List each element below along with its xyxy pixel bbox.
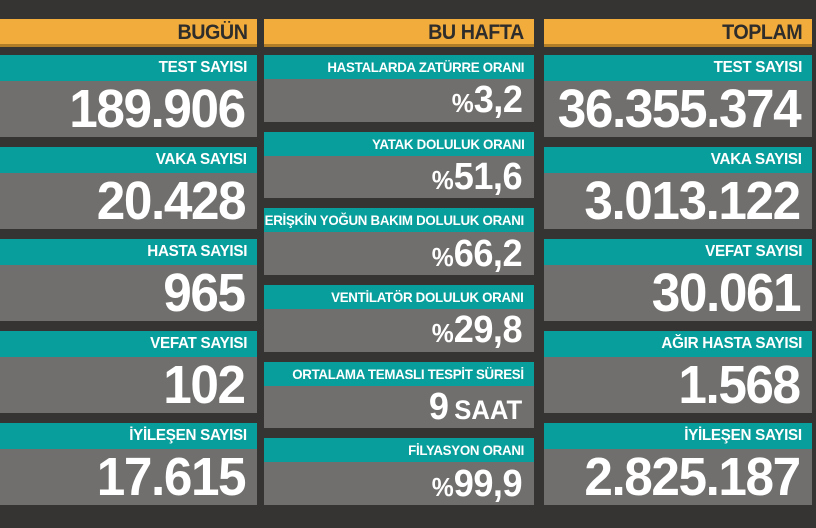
stat-label: YATAK DOLULUK ORANI bbox=[371, 135, 525, 152]
column-header-today: BUGÜN bbox=[0, 19, 257, 47]
stat-value: 20.428 bbox=[96, 171, 247, 231]
stat-block: ORTALAMA TEMASLI TESPİT SÜRESİ 9 SAAT bbox=[264, 361, 534, 429]
stat-value-bar: 30.061 bbox=[544, 265, 812, 321]
stat-block: VAKA SAYISI 20.428 bbox=[0, 147, 257, 229]
week-blocks: HASTALARDA ZATÜRRE ORANI %3,2 YATAK DOLU… bbox=[264, 55, 534, 506]
stat-label: ERİŞKİN YOĞUN BAKIM DOLULUK ORANI bbox=[264, 212, 525, 229]
stat-value-bar: 20.428 bbox=[0, 173, 257, 229]
stat-label-bar: İYİLEŞEN SAYISI bbox=[0, 423, 257, 449]
percent-sign: % bbox=[451, 88, 474, 119]
stat-value-bar: %51,6 bbox=[264, 155, 534, 199]
stat-label: HASTALARDA ZATÜRRE ORANI bbox=[327, 59, 524, 75]
column-today: BUGÜN TEST SAYISI 189.906 VAKA SAYISI 20… bbox=[0, 19, 257, 505]
stat-value-bar: 1.568 bbox=[544, 357, 812, 413]
stat-value: %29,8 bbox=[431, 309, 523, 352]
stat-label-bar: HASTALARDA ZATÜRRE ORANI bbox=[264, 55, 534, 79]
stat-label: VAKA SAYISI bbox=[156, 151, 247, 168]
stat-value: %66,2 bbox=[431, 232, 523, 275]
stat-value: 36.355.374 bbox=[557, 79, 801, 139]
stat-label-bar: TEST SAYISI bbox=[0, 55, 257, 81]
unit-label: SAAT bbox=[454, 395, 522, 426]
column-header-total-label: TOPLAM bbox=[721, 21, 803, 44]
stat-label-bar: VEFAT SAYISI bbox=[0, 331, 257, 357]
stat-value-bar: 3.013.122 bbox=[544, 173, 812, 229]
stat-label-bar: HASTA SAYISI bbox=[0, 239, 257, 265]
stat-label: TEST SAYISI bbox=[713, 59, 803, 76]
stat-block: YATAK DOLULUK ORANI %51,6 bbox=[264, 131, 534, 199]
stat-value: 30.061 bbox=[651, 263, 802, 323]
stat-block: VEFAT SAYISI 30.061 bbox=[544, 239, 812, 321]
stat-block: VAKA SAYISI 3.013.122 bbox=[544, 147, 812, 229]
stat-label-bar: FİLYASYON ORANI bbox=[264, 438, 534, 463]
stat-block: İYİLEŞEN SAYISI 17.615 bbox=[0, 423, 257, 505]
stat-value: 9 SAAT bbox=[428, 386, 522, 429]
stat-value-bar: 965 bbox=[0, 265, 257, 321]
stat-label-bar: ORTALAMA TEMASLI TESPİT SÜRESİ bbox=[264, 361, 534, 386]
stat-label-bar: VAKA SAYISI bbox=[544, 147, 812, 173]
stat-value-bar: 2.825.187 bbox=[544, 449, 812, 505]
stat-value-bar: 36.355.374 bbox=[544, 81, 812, 137]
stat-value: 17.615 bbox=[96, 447, 247, 507]
stat-label-bar: VENTİLATÖR DOLULUK ORANI bbox=[264, 285, 534, 310]
column-header-today-label: BUGÜN bbox=[176, 21, 247, 44]
stat-label: İYİLEŞEN SAYISI bbox=[684, 427, 802, 444]
stat-label: VENTİLATÖR DOLULUK ORANI bbox=[331, 289, 525, 306]
stat-label: ORTALAMA TEMASLI TESPİT SÜRESİ bbox=[292, 365, 524, 382]
column-header-week: BU HAFTA bbox=[264, 19, 534, 47]
stat-block: HASTALARDA ZATÜRRE ORANI %3,2 bbox=[264, 55, 534, 122]
stat-label: VEFAT SAYISI bbox=[149, 335, 247, 352]
stat-label: FİLYASYON ORANI bbox=[408, 442, 524, 459]
stat-value-bar: %3,2 bbox=[264, 79, 534, 122]
stat-value-bar: 102 bbox=[0, 357, 257, 413]
stat-block: ERİŞKİN YOĞUN BAKIM DOLULUK ORANI %66,2 bbox=[264, 208, 534, 276]
stat-value: 189.906 bbox=[69, 79, 247, 139]
column-header-week-label: BU HAFTA bbox=[428, 21, 524, 44]
stat-value: %99,9 bbox=[431, 462, 523, 505]
stat-value: 3.013.122 bbox=[584, 171, 802, 231]
stat-label: AĞIR HASTA SAYISI bbox=[661, 335, 802, 352]
stat-value-bar: 9 SAAT bbox=[264, 385, 534, 429]
stat-value: %51,6 bbox=[431, 156, 523, 198]
stat-label-bar: AĞIR HASTA SAYISI bbox=[544, 331, 812, 357]
stat-block: İYİLEŞEN SAYISI 2.825.187 bbox=[544, 423, 812, 505]
column-total: TOPLAM TEST SAYISI 36.355.374 VAKA SAYIS… bbox=[544, 19, 812, 505]
stat-label-bar: İYİLEŞEN SAYISI bbox=[544, 423, 812, 449]
stat-label-bar: ERİŞKİN YOĞUN BAKIM DOLULUK ORANI bbox=[264, 208, 534, 233]
stat-label: VAKA SAYISI bbox=[711, 151, 802, 168]
stat-block: TEST SAYISI 189.906 bbox=[0, 55, 257, 137]
stat-label-bar: TEST SAYISI bbox=[544, 55, 812, 81]
stat-block: VENTİLATÖR DOLULUK ORANI %29,8 bbox=[264, 285, 534, 352]
stat-label: TEST SAYISI bbox=[158, 59, 248, 76]
stat-value: 965 bbox=[163, 263, 247, 323]
stat-label: VEFAT SAYISI bbox=[704, 243, 802, 260]
percent-sign: % bbox=[431, 165, 454, 195]
stat-value-bar: %66,2 bbox=[264, 232, 534, 276]
total-blocks: TEST SAYISI 36.355.374 VAKA SAYISI 3.013… bbox=[544, 55, 812, 505]
stat-value: 102 bbox=[163, 355, 247, 415]
stat-value: 1.568 bbox=[678, 355, 802, 415]
stat-value: %3,2 bbox=[451, 79, 522, 122]
stat-value-bar: 189.906 bbox=[0, 81, 257, 137]
stat-value-bar: 17.615 bbox=[0, 449, 257, 505]
column-header-total: TOPLAM bbox=[544, 19, 812, 47]
stat-label: HASTA SAYISI bbox=[147, 243, 247, 260]
stat-label-bar: YATAK DOLULUK ORANI bbox=[264, 131, 534, 156]
today-blocks: TEST SAYISI 189.906 VAKA SAYISI 20.428 H… bbox=[0, 55, 257, 505]
column-week: BU HAFTA HASTALARDA ZATÜRRE ORANI %3,2 Y… bbox=[264, 19, 534, 506]
stat-block: VEFAT SAYISI 102 bbox=[0, 331, 257, 413]
stat-block: FİLYASYON ORANI %99,9 bbox=[264, 438, 534, 506]
stat-value: 2.825.187 bbox=[584, 447, 802, 507]
stat-value-bar: %99,9 bbox=[264, 462, 534, 506]
percent-sign: % bbox=[431, 241, 454, 272]
stat-label-bar: VAKA SAYISI bbox=[0, 147, 257, 173]
stat-block: TEST SAYISI 36.355.374 bbox=[544, 55, 812, 137]
covid-stats-board: BUGÜN TEST SAYISI 189.906 VAKA SAYISI 20… bbox=[0, 19, 812, 506]
stat-block: AĞIR HASTA SAYISI 1.568 bbox=[544, 331, 812, 413]
stat-label-bar: VEFAT SAYISI bbox=[544, 239, 812, 265]
stat-label: İYİLEŞEN SAYISI bbox=[129, 427, 247, 444]
percent-sign: % bbox=[431, 318, 454, 349]
percent-sign: % bbox=[431, 471, 454, 502]
stat-value-bar: %29,8 bbox=[264, 309, 534, 352]
stat-block: HASTA SAYISI 965 bbox=[0, 239, 257, 321]
